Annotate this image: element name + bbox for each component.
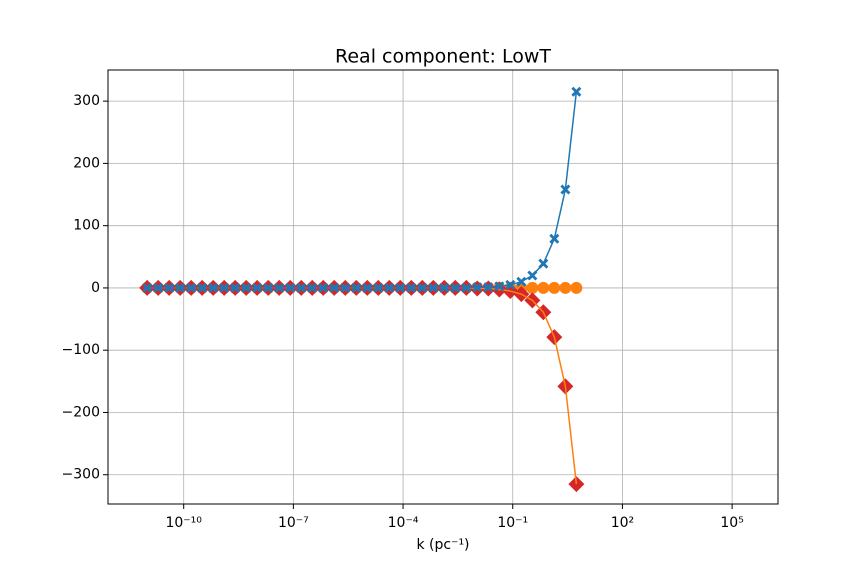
x-tick-label: 10⁵ [720,515,743,531]
point [537,281,550,294]
y-tick-label: −100 [62,342,100,358]
point [568,476,585,493]
x-axis-label: k (pc⁻¹) [416,537,469,553]
plot-frame [107,69,779,505]
series-line [147,287,578,485]
y-tick-label: 100 [73,218,100,234]
point [548,281,561,294]
y-tick-label: 200 [73,155,100,171]
x-tick-label: 10² [611,515,634,531]
chart-title: Real component: LowT [335,46,551,68]
x-tick-label: 10⁻⁷ [278,515,309,531]
point [570,281,583,294]
y-tick-label: −200 [62,404,100,420]
point [526,281,539,294]
x-tick-label: 10⁻¹ [497,515,528,531]
point [559,281,572,294]
y-tick-label: −300 [62,467,100,483]
x-tick-label: 10⁻¹⁰ [165,515,202,531]
y-tick-label: 0 [91,280,100,296]
x-tick-label: 10⁻⁴ [388,515,419,531]
series-line [147,91,578,289]
y-tick-label: 300 [73,93,100,109]
